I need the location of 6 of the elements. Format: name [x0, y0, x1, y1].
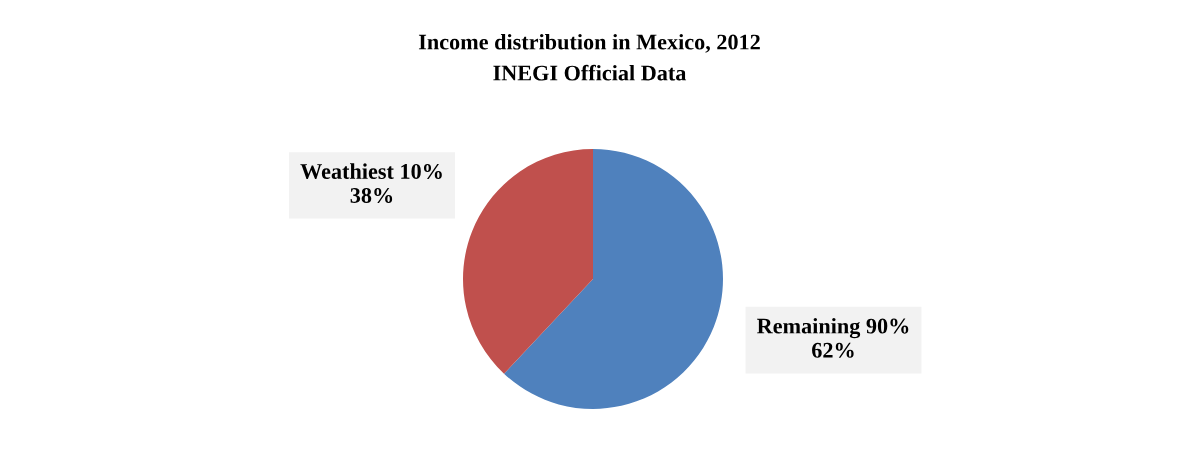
slice-label: Weathiest 10%	[300, 163, 442, 180]
data-label: 62%	[812, 342, 854, 358]
data-label: 38%	[350, 187, 393, 204]
chart-subtitle: INEGI Official Data	[493, 64, 687, 81]
slice-label: Remaining 90%	[757, 317, 909, 339]
chart-title: Income distribution in Mexico, 2012	[418, 33, 760, 53]
